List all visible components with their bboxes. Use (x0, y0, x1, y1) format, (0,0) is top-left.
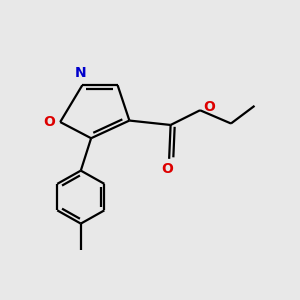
Text: N: N (75, 66, 87, 80)
Text: O: O (43, 115, 55, 129)
Text: O: O (204, 100, 215, 114)
Text: O: O (161, 162, 173, 176)
